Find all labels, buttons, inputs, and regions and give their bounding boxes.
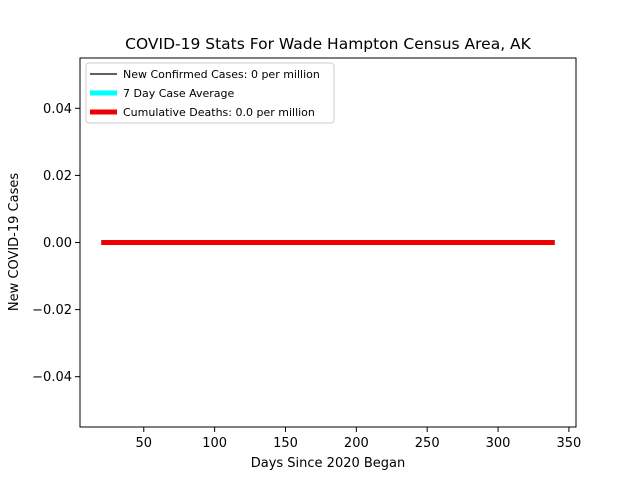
x-axis-label: Days Since 2020 Began	[251, 456, 406, 471]
x-axis: 50 100 150 200 250 300 350	[135, 427, 581, 451]
x-tick-label: 200	[344, 436, 369, 451]
legend-label-1: New Confirmed Cases: 0 per million	[123, 68, 320, 81]
y-tick-label: 0.04	[43, 102, 72, 117]
legend: New Confirmed Cases: 0 per million 7 Day …	[85, 62, 335, 124]
x-tick-label: 300	[486, 436, 511, 451]
chart-title: COVID-19 Stats For Wade Hampton Census A…	[125, 35, 531, 53]
x-tick-label: 250	[415, 436, 440, 451]
x-tick-label: 50	[135, 436, 152, 451]
x-tick-label: 100	[202, 436, 227, 451]
y-tick-label: 0.02	[43, 169, 72, 184]
legend-label-3: Cumulative Deaths: 0.0 per million	[123, 106, 315, 119]
legend-label-2: 7 Day Case Average	[123, 87, 235, 100]
y-tick-label: −0.04	[32, 370, 72, 385]
x-tick-label: 150	[273, 436, 298, 451]
legend-items: New Confirmed Cases: 0 per million 7 Day …	[90, 68, 320, 119]
legend-box	[85, 62, 335, 124]
y-axis-label: New COVID-19 Cases	[7, 173, 22, 311]
y-tick-label: −0.02	[32, 303, 72, 318]
x-tick-label: 350	[557, 436, 582, 451]
y-axis: −0.04 −0.02 0.00 0.02 0.04	[32, 102, 80, 385]
y-tick-label: 0.00	[43, 236, 72, 251]
